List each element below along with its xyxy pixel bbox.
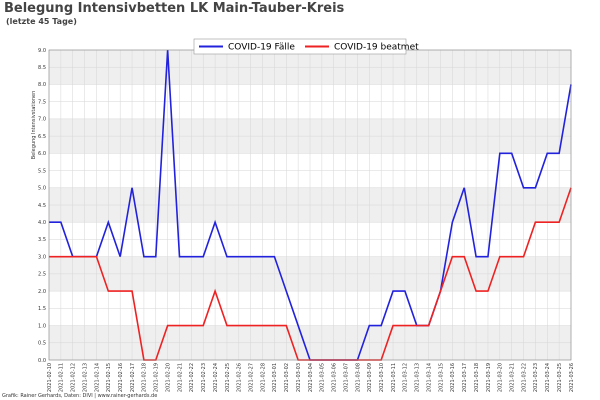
x-tick-label: 2021-03-17 bbox=[462, 363, 468, 392]
x-tick-label: 2021-03-03 bbox=[296, 363, 302, 392]
x-tick-label: 2021-03-08 bbox=[355, 363, 361, 392]
x-tick-label: 2021-03-24 bbox=[545, 363, 551, 392]
x-tick-label: 2021-02-21 bbox=[177, 363, 183, 392]
x-tick-label: 2021-03-18 bbox=[474, 363, 480, 392]
x-tick-label: 2021-03-19 bbox=[486, 363, 492, 392]
x-tick-label: 2021-03-22 bbox=[521, 363, 527, 392]
x-tick-label: 2021-02-14 bbox=[94, 363, 100, 392]
x-tick-label: 2021-02-11 bbox=[59, 363, 65, 392]
y-tick-label: 3.0 bbox=[38, 254, 46, 260]
x-tick-label: 2021-02-12 bbox=[71, 363, 77, 392]
y-tick-label: 2.5 bbox=[38, 272, 46, 278]
x-tick-label: 2021-02-20 bbox=[165, 363, 171, 392]
y-tick-label: 6.5 bbox=[38, 134, 46, 140]
x-tick-label: 2021-03-09 bbox=[367, 363, 373, 392]
x-tick-label: 2021-03-23 bbox=[533, 363, 539, 392]
legend-label: COVID-19 Fälle bbox=[228, 43, 295, 53]
y-tick-label: 6.0 bbox=[38, 151, 46, 157]
y-tick-label: 5.5 bbox=[38, 168, 46, 174]
x-tick-label: 2021-03-20 bbox=[498, 363, 504, 392]
x-tick-label: 2021-03-02 bbox=[284, 363, 290, 392]
x-tick-label: 2021-02-18 bbox=[142, 363, 148, 392]
x-tick-label: 2021-03-04 bbox=[308, 363, 314, 392]
x-tick-label: 2021-03-11 bbox=[391, 363, 397, 392]
x-tick-label: 2021-03-07 bbox=[343, 363, 349, 392]
x-tick-label: 2021-02-10 bbox=[47, 363, 53, 392]
x-axis-ticks: 2021-02-10 2021-02-11 2021-02-12 2021-02-13… bbox=[47, 363, 575, 392]
x-tick-label: 2021-03-05 bbox=[320, 363, 326, 392]
x-tick-label: 2021-02-25 bbox=[225, 363, 231, 392]
y-axis-ticks: 0.0 0.5 1.0 1.5 2.0 2.5 3.0 3.5 4.0 4.5 5.0 5.5 6.0 6… bbox=[38, 48, 46, 364]
x-tick-label: 2021-03-06 bbox=[332, 363, 338, 392]
x-tick-label: 2021-03-14 bbox=[426, 363, 432, 392]
x-tick-label: 2021-02-22 bbox=[189, 363, 195, 392]
chart-horizontal-grid bbox=[49, 49, 571, 361]
legend-box bbox=[193, 38, 407, 55]
legend: COVID-19 Fälle COVID-19 beatmet bbox=[193, 38, 419, 55]
x-tick-label: 2021-03-16 bbox=[450, 363, 456, 392]
chart-subtitle: (letzte 45 Tage) bbox=[6, 17, 77, 26]
y-tick-label: 0.0 bbox=[38, 358, 46, 364]
x-tick-label: 2021-02-19 bbox=[154, 363, 160, 392]
x-tick-label: 2021-02-15 bbox=[106, 363, 112, 392]
x-tick-label: 2021-03-25 bbox=[557, 363, 563, 392]
x-tick-label: 2021-02-27 bbox=[248, 363, 254, 392]
footer-credit: Grafik: Rainer Gerhards, Daten: DIVI | w… bbox=[2, 393, 158, 399]
chart-title: Belegung Intensivbetten LK Main-Tauber-K… bbox=[4, 1, 345, 16]
x-tick-label: 2021-02-16 bbox=[118, 363, 124, 392]
y-tick-label: 4.0 bbox=[38, 220, 46, 226]
y-tick-label: 5.0 bbox=[38, 186, 46, 192]
y-tick-label: 7.5 bbox=[38, 99, 46, 105]
y-tick-label: 4.5 bbox=[38, 203, 46, 209]
y-tick-label: 0.5 bbox=[38, 341, 46, 347]
legend-label: COVID-19 beatmet bbox=[334, 43, 419, 53]
y-tick-label: 8.5 bbox=[38, 65, 46, 71]
x-tick-label: 2021-03-10 bbox=[379, 363, 385, 392]
y-tick-label: 9.0 bbox=[38, 48, 46, 54]
x-tick-label: 2021-02-24 bbox=[213, 363, 219, 392]
y-tick-label: 1.0 bbox=[38, 323, 46, 329]
y-axis-label: Belegung Intensivstationen bbox=[31, 91, 37, 160]
y-tick-label: 3.5 bbox=[38, 237, 46, 243]
y-tick-label: 8.0 bbox=[38, 82, 46, 88]
x-tick-label: 2021-02-26 bbox=[237, 363, 243, 392]
x-tick-label: 2021-02-28 bbox=[260, 363, 266, 392]
x-tick-label: 2021-03-01 bbox=[272, 363, 278, 392]
x-tick-label: 2021-02-13 bbox=[82, 363, 88, 392]
y-tick-label: 1.5 bbox=[38, 306, 46, 312]
y-tick-label: 7.0 bbox=[38, 117, 46, 123]
y-tick-label: 2.0 bbox=[38, 289, 46, 295]
x-tick-label: 2021-03-12 bbox=[403, 363, 409, 392]
x-tick-label: 2021-03-13 bbox=[415, 363, 421, 392]
x-tick-label: 2021-03-21 bbox=[509, 363, 515, 392]
x-tick-label: 2021-03-15 bbox=[438, 363, 444, 392]
x-tick-label: 2021-02-23 bbox=[201, 363, 207, 392]
x-tick-label: 2021-03-26 bbox=[569, 363, 575, 392]
x-tick-label: 2021-02-17 bbox=[130, 363, 136, 392]
